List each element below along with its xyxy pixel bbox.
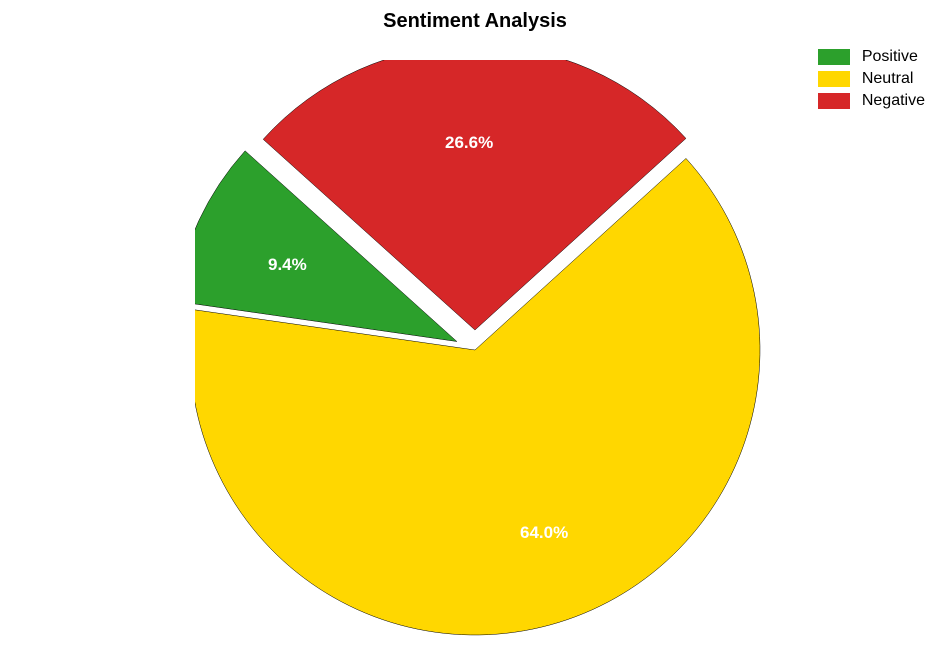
legend-item-positive: Positive — [818, 48, 925, 66]
chart-legend: Positive Neutral Negative — [818, 48, 925, 114]
slice-label-negative: 26.6% — [445, 133, 493, 153]
pie-chart-container: Sentiment Analysis Positive Neutral Negati… — [0, 0, 950, 662]
slice-label-positive: 9.4% — [268, 255, 307, 275]
legend-swatch — [818, 93, 850, 109]
legend-item-neutral: Neutral — [818, 70, 925, 88]
legend-item-negative: Negative — [818, 92, 925, 110]
legend-label: Negative — [862, 92, 925, 110]
legend-swatch — [818, 49, 850, 65]
slice-label-neutral: 64.0% — [520, 523, 568, 543]
legend-label: Positive — [862, 48, 918, 66]
legend-swatch — [818, 71, 850, 87]
legend-label: Neutral — [862, 70, 914, 88]
chart-title: Sentiment Analysis — [383, 10, 567, 33]
